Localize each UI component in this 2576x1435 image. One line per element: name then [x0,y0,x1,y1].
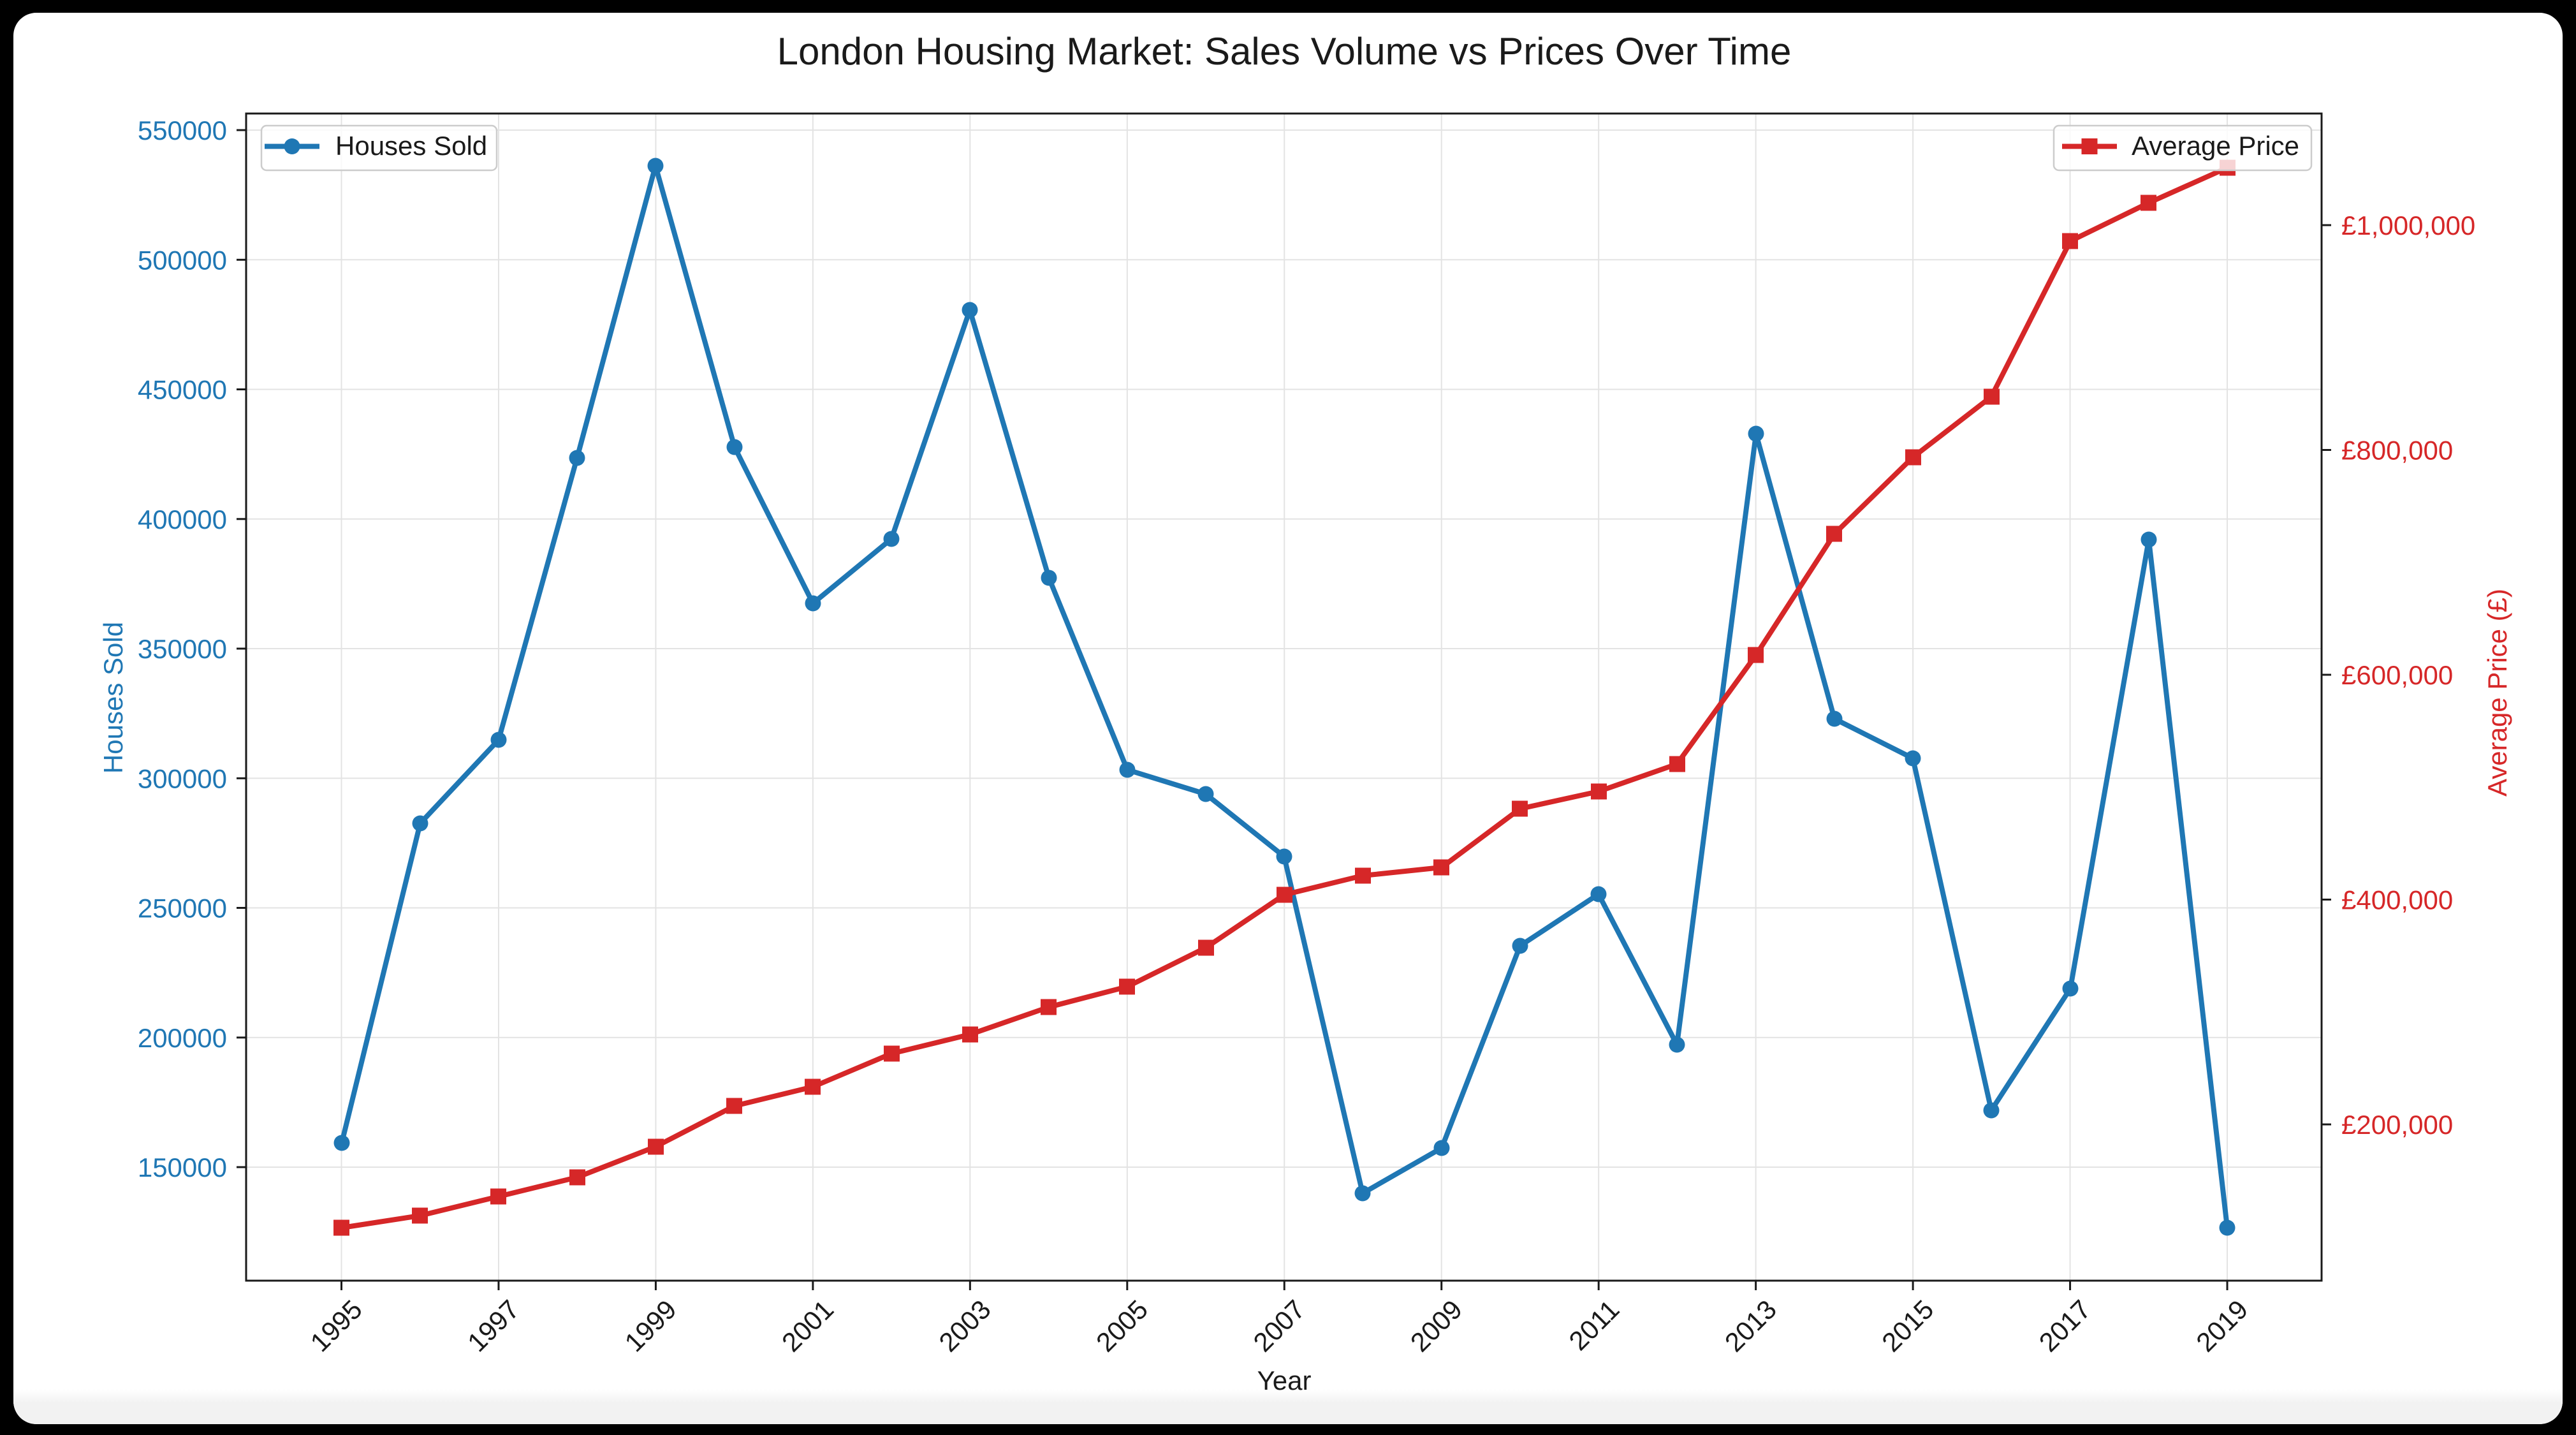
svg-text:Average Price: Average Price [2132,131,2299,161]
svg-text:250000: 250000 [138,894,227,924]
svg-text:350000: 350000 [138,634,227,664]
svg-text:£600,000: £600,000 [2341,660,2453,690]
svg-text:Year: Year [1257,1365,1312,1395]
svg-text:London Housing Market: Sales V: London Housing Market: Sales Volume vs P… [777,30,1792,73]
svg-text:300000: 300000 [138,763,227,793]
svg-text:500000: 500000 [138,245,227,275]
svg-text:550000: 550000 [138,115,227,145]
svg-text:400000: 400000 [138,504,227,534]
svg-text:Houses Sold: Houses Sold [98,622,128,774]
svg-text:200000: 200000 [138,1023,227,1053]
svg-text:450000: 450000 [138,375,227,405]
svg-text:150000: 150000 [138,1152,227,1182]
svg-text:Houses Sold: Houses Sold [335,131,487,161]
svg-text:Average Price (£): Average Price (£) [2482,589,2512,797]
svg-text:£800,000: £800,000 [2341,436,2453,466]
svg-text:£400,000: £400,000 [2341,885,2453,915]
svg-text:£200,000: £200,000 [2341,1110,2453,1140]
svg-text:£1,000,000: £1,000,000 [2341,210,2475,240]
